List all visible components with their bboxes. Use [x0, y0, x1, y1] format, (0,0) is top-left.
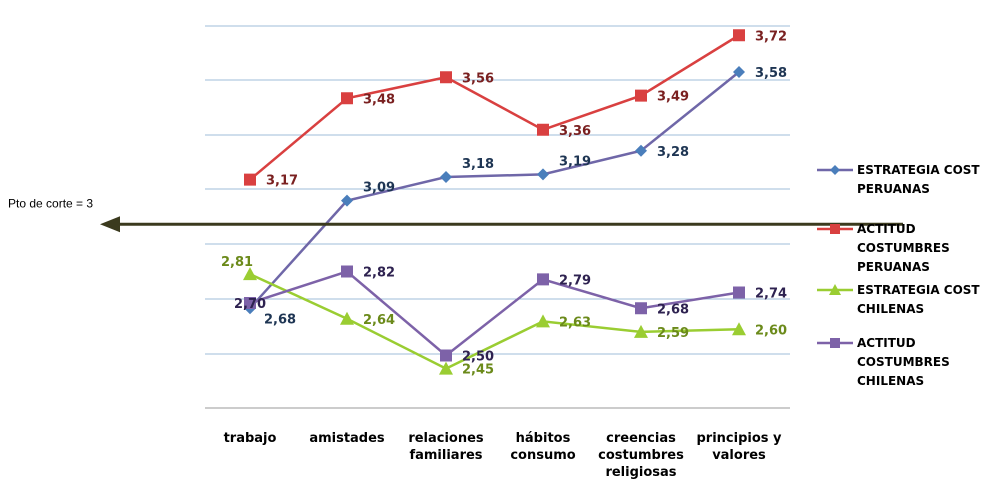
data-point [341, 92, 353, 105]
x-tick-label-line: consumo [510, 448, 575, 463]
legend-label-line: PERUANAS [857, 260, 930, 274]
x-tick-label-line: trabajo [224, 431, 277, 446]
legend-marker [830, 224, 840, 234]
data-point [439, 361, 453, 375]
x-tick-label-line: valores [712, 448, 766, 463]
legend-label-line: COSTUMBRES [857, 241, 950, 255]
data-label: 3,56 [462, 71, 494, 86]
data-point [733, 29, 745, 42]
data-label: 2,45 [462, 363, 494, 378]
data-point [537, 273, 549, 286]
x-tick-label-line: religiosas [605, 465, 676, 480]
x-axis: trabajo amistades relaciones familiares hábi… [205, 407, 790, 480]
data-point [243, 267, 257, 281]
data-label: 2,64 [363, 313, 395, 328]
legend-label-line: ESTRATEGIA COST [857, 163, 980, 177]
data-point [733, 66, 745, 78]
legend-label: ESTRATEGIA COST PERUANAS [857, 163, 980, 196]
legend-label-line: CHILENAS [857, 302, 924, 316]
data-labels: 2,68 3,09 3,18 3,19 3,28 3,58 3,17 3,48 3,56 3,36… [221, 29, 787, 377]
x-tick-label: hábitos consumo [510, 431, 575, 463]
data-label: 3,49 [657, 90, 689, 105]
data-point [341, 194, 353, 207]
legend: ESTRATEGIA COST PERUANAS ACTITUD COSTUMBRES… [817, 163, 980, 388]
gridlines [205, 25, 790, 355]
series-line [249, 270, 740, 358]
x-tick-label-line: familiares [409, 448, 482, 463]
data-point [537, 123, 549, 136]
data-label: 3,28 [657, 145, 689, 160]
data-label: 3,19 [559, 154, 591, 169]
data-label: 2,81 [221, 255, 253, 270]
x-tick-label-line: principios y [696, 431, 782, 446]
data-label: 3,48 [363, 92, 395, 107]
legend-label-line: COSTUMBRES [857, 355, 950, 369]
legend-label: ACTITUD COSTUMBRES CHILENAS [857, 336, 950, 388]
data-label: 2,68 [264, 312, 296, 327]
x-tick-label-line: relaciones [408, 431, 484, 446]
series-line [249, 272, 740, 371]
data-point [635, 302, 647, 315]
x-tick-label-line: amistades [309, 431, 385, 446]
data-point [634, 324, 648, 338]
x-tick-label: creencias costumbres religiosas [598, 431, 684, 480]
data-label: 2,63 [559, 315, 591, 330]
x-tick-label: principios y valores [696, 431, 782, 463]
legend-label-line: ACTITUD [857, 336, 916, 350]
data-point [340, 311, 354, 325]
x-tick-label-line: creencias [606, 431, 676, 446]
legend-label-line: PERUANAS [857, 182, 930, 196]
x-tick-label-line: costumbres [598, 448, 684, 463]
cutoff-label: Pto de corte = 3 [8, 196, 93, 210]
data-label: 2,68 [657, 302, 689, 317]
data-label: 3,17 [266, 174, 298, 189]
legend-marker [830, 338, 840, 348]
cutoff-arrowhead [100, 216, 120, 233]
legend-label: ACTITUD COSTUMBRES PERUANAS [857, 222, 950, 274]
x-tick-label-line: hábitos [516, 431, 571, 446]
legend-label-line: ESTRATEGIA COST [857, 283, 980, 297]
series-group [243, 29, 746, 375]
data-label: 3,36 [559, 124, 591, 139]
data-point [341, 265, 353, 278]
x-tick-label: amistades [309, 431, 385, 446]
legend-label-line: CHILENAS [857, 374, 924, 388]
series-line [249, 71, 740, 310]
legend-marker [830, 165, 840, 175]
data-point [733, 286, 745, 299]
data-label: 2,60 [755, 323, 787, 338]
data-point [536, 314, 550, 328]
data-point [244, 173, 256, 186]
data-point [244, 297, 256, 309]
cutoff-annotation: Pto de corte = 3 [8, 196, 903, 233]
data-point [440, 349, 452, 362]
data-point [440, 171, 452, 183]
data-label: 2,59 [657, 326, 689, 341]
x-tick-label: relaciones familiares [408, 431, 484, 463]
data-label: 2,79 [559, 273, 591, 288]
data-point [732, 322, 746, 336]
data-label: 2,50 [462, 350, 494, 365]
data-point [635, 144, 647, 157]
data-label: 3,18 [462, 157, 494, 172]
data-label: 3,09 [363, 181, 395, 196]
data-point [635, 89, 647, 102]
legend-marker [829, 284, 841, 295]
data-label: 3,72 [755, 29, 787, 44]
data-point [440, 71, 452, 84]
data-label: 2,70 [234, 297, 266, 312]
data-point [537, 168, 549, 181]
data-label: 2,82 [363, 266, 395, 281]
data-label: 3,58 [755, 66, 787, 81]
legend-label: ESTRATEGIA COST CHILENAS [857, 283, 980, 316]
legend-label-line: ACTITUD [857, 222, 916, 236]
x-tick-label: trabajo [224, 431, 277, 446]
data-label: 2,74 [755, 287, 787, 302]
series-line [249, 34, 740, 181]
